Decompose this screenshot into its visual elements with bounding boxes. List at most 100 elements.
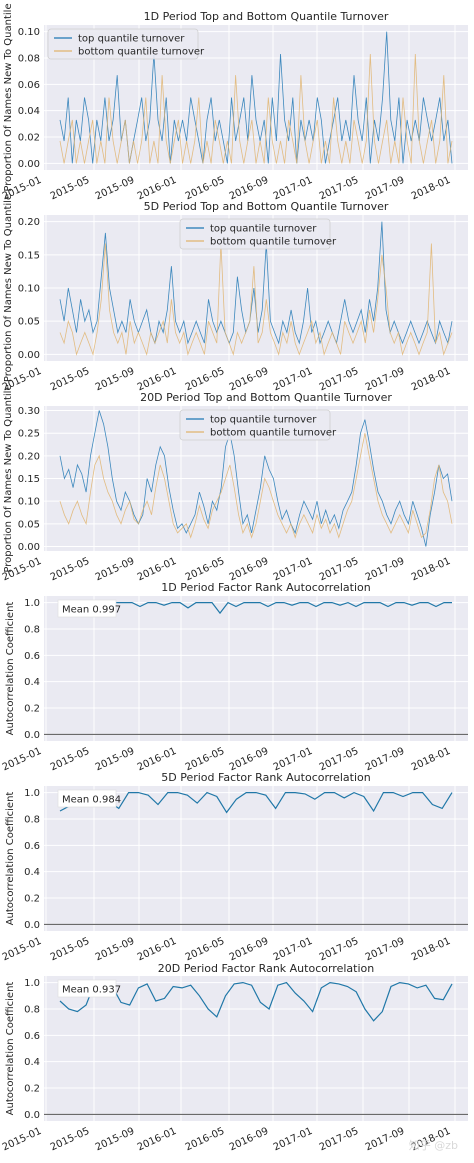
x-tick-label: 2015-09: [94, 366, 137, 394]
series-line-1: [59, 981, 453, 1022]
y-axis-label: Proportion Of Names New To Quantile: [3, 194, 14, 382]
legend-label-1: top quantile turnover: [210, 224, 317, 235]
mean-annotation-box: [57, 979, 117, 998]
x-tick-label: 2016-09: [228, 1126, 271, 1154]
legend-box: [179, 409, 331, 441]
x-tick-label: 2017-09: [364, 746, 407, 774]
y-tick-label: 0.8: [24, 814, 40, 825]
y-tick-label: 0.10: [18, 27, 40, 38]
plot-area: [44, 786, 468, 931]
x-tick-label: 2015-09: [94, 936, 137, 964]
y-tick-label: 0.2: [24, 1084, 40, 1095]
x-tick-label: 2018-01: [410, 556, 453, 584]
x-tick-label: 2016-09: [228, 175, 271, 203]
y-tick-label: 0.05: [18, 519, 40, 530]
y-tick-label: 0.06: [18, 80, 40, 91]
y-tick-label: 0.4: [24, 677, 40, 688]
x-tick-label: 2016-09: [228, 936, 271, 964]
y-tick-label: 0.8: [24, 1004, 40, 1015]
x-tick-label: 2015-01: [1, 936, 44, 964]
x-tick-label: 2017-05: [318, 366, 361, 394]
x-tick-label: 2016-05: [184, 1126, 227, 1154]
chart-title: 20D Period Top and Bottom Quantile Turno…: [140, 391, 392, 404]
x-tick-label: 2015-05: [49, 1126, 92, 1154]
y-tick-label: 0.05: [18, 317, 40, 328]
y-tick-label: 0.4: [24, 867, 40, 878]
y-tick-label: 0.6: [24, 651, 40, 662]
x-tick-label: 2016-05: [184, 556, 227, 584]
mean-annotation-box: [57, 599, 117, 618]
y-tick-label: 0.00: [18, 159, 40, 170]
chart-title: 5D Period Top and Bottom Quantile Turnov…: [144, 200, 389, 213]
x-tick-label: 2017-05: [318, 175, 361, 203]
y-tick-label: 0.15: [18, 474, 40, 485]
legend-label-1: top quantile turnover: [78, 34, 185, 45]
y-tick-label: 1.0: [24, 978, 40, 989]
mean-annotation: Mean 0.984: [62, 795, 121, 806]
x-tick-label: 2016-01: [136, 366, 179, 394]
y-tick-label: 0.20: [18, 217, 40, 228]
series-line-1: [59, 410, 453, 547]
x-tick-label: 2018-01: [410, 366, 453, 394]
y-tick-label: 0.6: [24, 1031, 40, 1042]
x-tick-label: 2016-01: [136, 746, 179, 774]
x-tick-label: 2016-01: [136, 936, 179, 964]
y-tick-label: 1.0: [24, 788, 40, 799]
x-tick-label: 2017-01: [272, 366, 315, 394]
x-tick-label: 2015-05: [49, 936, 92, 964]
x-tick-label: 2017-09: [364, 366, 407, 394]
x-tick-label: 2016-09: [228, 746, 271, 774]
x-tick-label: 2017-05: [318, 556, 361, 584]
series-line-2: [59, 433, 453, 539]
y-tick-label: 0.02: [18, 133, 40, 144]
mean-annotation: Mean 0.997: [62, 605, 121, 616]
chart-title: 5D Period Factor Rank Autocorrelation: [161, 771, 371, 784]
x-tick-label: 2015-01: [1, 746, 44, 774]
x-tick-label: 2017-05: [318, 936, 361, 964]
x-tick-label: 2017-01: [272, 746, 315, 774]
y-tick-label: 0.2: [24, 894, 40, 905]
x-tick-label: 2016-01: [136, 556, 179, 584]
y-tick-label: 0.00: [18, 542, 40, 553]
y-tick-label: 0.0: [24, 920, 40, 931]
x-tick-label: 2015-05: [49, 556, 92, 584]
y-tick-label: 0.20: [18, 451, 40, 462]
chart-title: 1D Period Factor Rank Autocorrelation: [161, 581, 371, 594]
x-tick-label: 2018-01: [410, 746, 453, 774]
x-tick-label: 2016-05: [184, 746, 227, 774]
x-tick-label: 2016-05: [184, 936, 227, 964]
x-tick-label: 2018-01: [410, 175, 453, 203]
y-tick-label: 0.08: [18, 53, 40, 64]
legend-box: [179, 218, 331, 250]
mean-annotation: Mean 0.937: [62, 985, 121, 996]
chart-title: 1D Period Top and Bottom Quantile Turnov…: [144, 10, 389, 23]
x-tick-label: 2015-01: [1, 1126, 44, 1154]
y-tick-label: 0.6: [24, 841, 40, 852]
x-tick-label: 2017-09: [364, 936, 407, 964]
y-tick-label: 0.30: [18, 406, 40, 417]
y-tick-label: 0.25: [18, 429, 40, 440]
legend-label-2: bottom quantile turnover: [210, 428, 337, 439]
x-tick-label: 2016-01: [136, 175, 179, 203]
y-tick-label: 0.04: [18, 106, 40, 117]
x-tick-label: 2016-01: [136, 1126, 179, 1154]
x-tick-label: 2015-09: [94, 556, 137, 584]
y-axis-label: Autocorrelation Coefficient: [5, 792, 16, 926]
x-tick-label: 2017-01: [272, 1126, 315, 1154]
x-tick-label: 2015-05: [49, 366, 92, 394]
y-tick-label: 0.10: [18, 497, 40, 508]
plot-area: [44, 976, 468, 1121]
chart-title: 20D Period Factor Rank Autocorrelation: [158, 962, 374, 975]
x-tick-label: 2015-05: [49, 175, 92, 203]
watermark: 知乎 @zb: [408, 1139, 458, 1152]
x-tick-label: 2017-09: [364, 175, 407, 203]
x-tick-label: 2015-05: [49, 746, 92, 774]
x-tick-label: 2016-05: [184, 366, 227, 394]
y-axis-label: Proportion Of Names New To Quantile: [3, 3, 14, 191]
